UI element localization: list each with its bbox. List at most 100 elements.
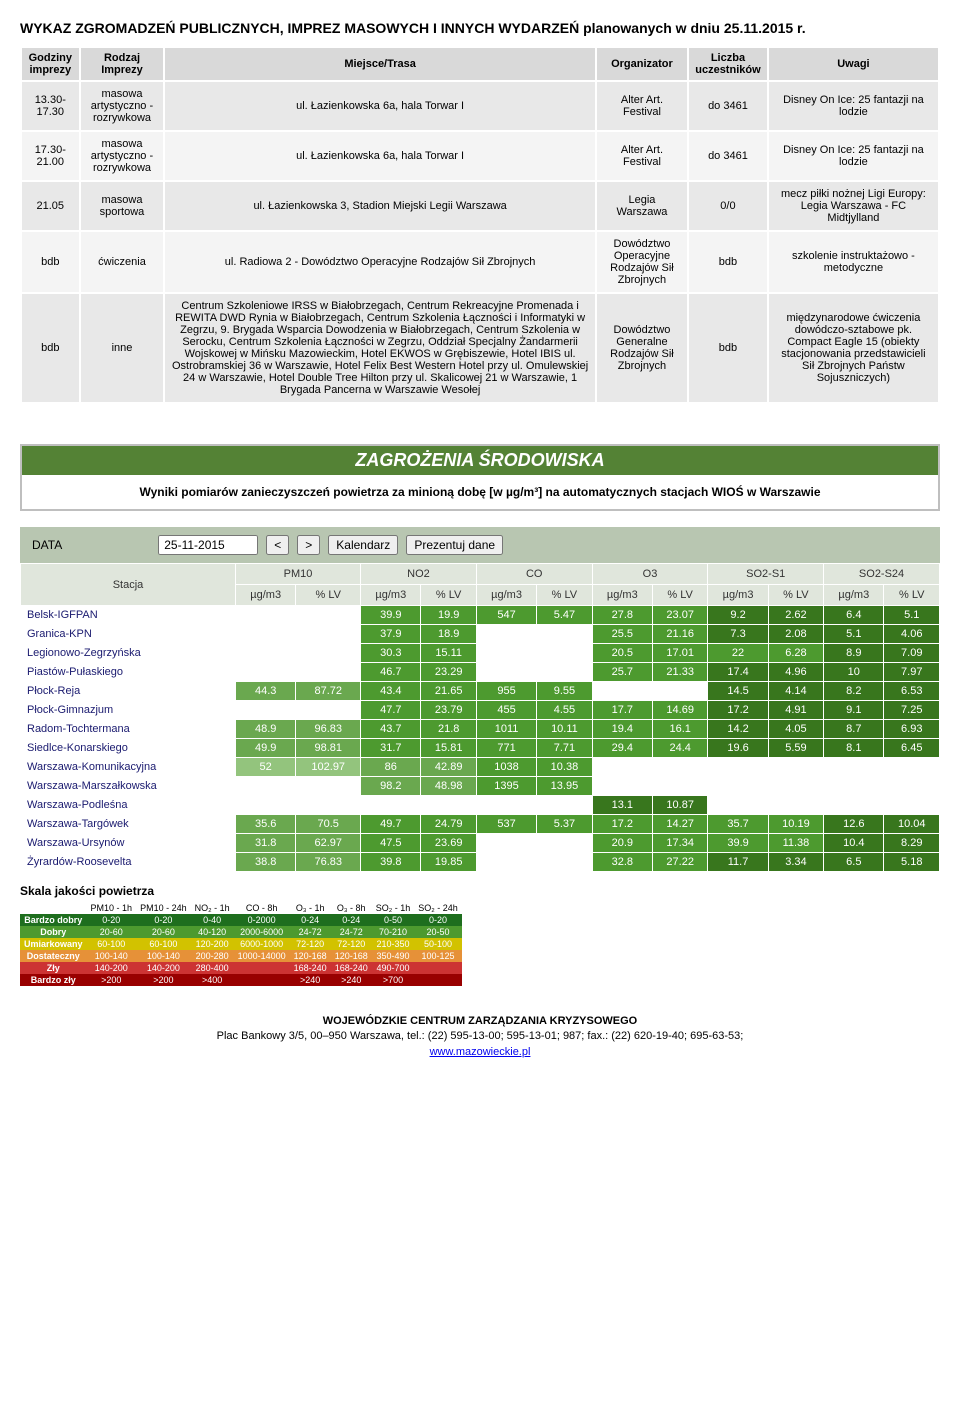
pollution-sub-header: µg/m3 [236, 585, 295, 605]
pollution-cell: 24.4 [653, 739, 707, 757]
pollution-cell [884, 777, 939, 795]
events-col-header: Uwagi [769, 48, 938, 80]
scale-header: NO₂ - 1h [191, 902, 234, 914]
pollution-cell [593, 758, 652, 776]
pollution-sub-header: % LV [296, 585, 360, 605]
pollution-cell: 19.6 [708, 739, 767, 757]
pollution-station-cell: Granica-KPN [21, 625, 235, 643]
pollution-cell [477, 625, 536, 643]
pollution-cell: 22 [708, 644, 767, 662]
scale-header: SO₂ - 1h [372, 902, 415, 914]
scale-cell: 40-120 [191, 926, 234, 938]
pollution-cell: 14.5 [708, 682, 767, 700]
pollution-cell: 6.93 [884, 720, 939, 738]
scale-cell: 168-240 [331, 962, 372, 974]
pollution-cell: 11.7 [708, 853, 767, 871]
pollution-cell: 25.7 [593, 663, 652, 681]
scale-header: PM10 - 1h [87, 902, 137, 914]
pollution-cell [593, 682, 652, 700]
pollution-cell: 10.04 [884, 815, 939, 833]
pollution-sub-header: % LV [653, 585, 707, 605]
pollution-cell: 455 [477, 701, 536, 719]
scale-cell [234, 962, 290, 974]
scale-cell: 140-200 [136, 962, 191, 974]
pollution-cell [824, 758, 883, 776]
scale-cell: 200-280 [191, 950, 234, 962]
date-input[interactable] [158, 535, 258, 555]
pollution-cell: 48.98 [421, 777, 475, 795]
pollution-station-cell: Warszawa-Marszałkowska [21, 777, 235, 795]
pollution-cell: 52 [236, 758, 295, 776]
pollution-cell: 42.89 [421, 758, 475, 776]
scale-cell: 100-140 [87, 950, 137, 962]
pollution-cell [236, 625, 295, 643]
pollution-cell: 7.09 [884, 644, 939, 662]
events-cell: Alter Art. Festival [597, 82, 687, 130]
pollution-station-cell: Legionowo-Zegrzyńska [21, 644, 235, 662]
events-cell: Centrum Szkoleniowe IRSS w Białobrzegach… [165, 294, 594, 402]
scale-cell: 0-2000 [234, 914, 290, 926]
pollution-station-cell: Płock-Reja [21, 682, 235, 700]
pollution-sub-header: µg/m3 [708, 585, 767, 605]
pollution-cell: 13.95 [537, 777, 591, 795]
scale-cell [234, 974, 290, 986]
pollution-cell: 47.7 [361, 701, 420, 719]
events-cell: ul. Łazienkowska 6a, hala Torwar I [165, 82, 594, 130]
events-row: bdbćwiczeniaul. Radiowa 2 - Dowództwo Op… [22, 232, 938, 292]
pollution-cell: 39.8 [361, 853, 420, 871]
pollution-cell: 87.72 [296, 682, 360, 700]
scale-label-cell: Dostateczny [20, 950, 87, 962]
pollution-cell: 38.8 [236, 853, 295, 871]
pollution-cell [708, 796, 767, 814]
pollution-cell: 43.7 [361, 720, 420, 738]
scale-cell [414, 962, 462, 974]
pollution-cell: 44.3 [236, 682, 295, 700]
pollution-cell [477, 853, 536, 871]
footer: WOJEWÓDZKIE CENTRUM ZARZĄDZANIA KRYZYSOW… [20, 1014, 940, 1060]
show-button[interactable]: Prezentuj dane [406, 535, 503, 555]
footer-address: Plac Bankowy 3/5, 00–950 Warszawa, tel.:… [20, 1029, 940, 1044]
pollution-station-cell: Radom-Tochtermana [21, 720, 235, 738]
pollution-cell: 17.4 [708, 663, 767, 681]
events-cell: Disney On Ice: 25 fantazji na lodzie [769, 82, 938, 130]
pollution-sub-header: µg/m3 [593, 585, 652, 605]
calendar-button[interactable]: Kalendarz [328, 535, 398, 555]
pollution-cell [296, 701, 360, 719]
pollution-row: Płock-Gimnazjum47.723.794554.5517.714.69… [21, 701, 939, 719]
pollution-row: Warszawa-Ursynów31.862.9747.523.6920.917… [21, 834, 939, 852]
pollution-cell: 47.5 [361, 834, 420, 852]
scale-header: CO - 8h [234, 902, 290, 914]
pollution-cell: 14.69 [653, 701, 707, 719]
scale-cell: >240 [290, 974, 331, 986]
pollution-cell: 547 [477, 606, 536, 624]
footer-link[interactable]: www.mazowieckie.pl [430, 1046, 531, 1058]
events-col-header: Godziny imprezy [22, 48, 79, 80]
scale-cell: 490-700 [372, 962, 415, 974]
scale-cell: 0-50 [372, 914, 415, 926]
pollution-cell: 19.85 [421, 853, 475, 871]
scale-cell: 0-24 [290, 914, 331, 926]
footer-title: WOJEWÓDZKIE CENTRUM ZARZĄDZANIA KRYZYSOW… [20, 1014, 940, 1029]
pollution-cell: 27.22 [653, 853, 707, 871]
events-col-header: Rodzaj Imprezy [81, 48, 164, 80]
pollution-cell [296, 644, 360, 662]
events-cell: bdb [22, 294, 79, 402]
pollution-cell: 5.18 [884, 853, 939, 871]
pollution-cell: 9.55 [537, 682, 591, 700]
pollution-cell [421, 796, 475, 814]
next-button[interactable]: > [297, 535, 320, 555]
pollution-row: Żyrardów-Roosevelta38.876.8339.819.8532.… [21, 853, 939, 871]
pollution-cell: 4.05 [769, 720, 823, 738]
pollution-cell: 17.2 [708, 701, 767, 719]
events-col-header: Organizator [597, 48, 687, 80]
pollution-cell: 5.1 [884, 606, 939, 624]
pollution-cell: 771 [477, 739, 536, 757]
events-cell: Dowództwo Generalne Rodzajów Sił Zbrojny… [597, 294, 687, 402]
pollution-row: Granica-KPN37.918.925.521.167.32.085.14.… [21, 625, 939, 643]
scale-cell: 0-20 [136, 914, 191, 926]
pollution-cell [537, 853, 591, 871]
pollution-group-header: SO2-S24 [824, 564, 939, 584]
pollution-cell [537, 625, 591, 643]
scale-header [20, 902, 87, 914]
prev-button[interactable]: < [266, 535, 289, 555]
